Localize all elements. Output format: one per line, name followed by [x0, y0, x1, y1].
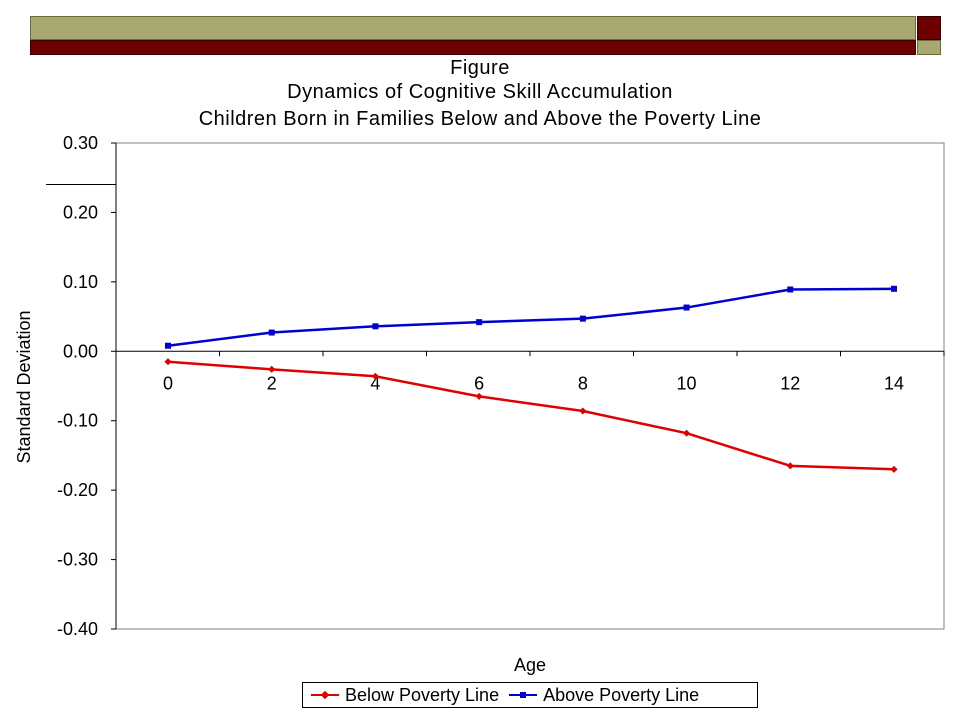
data-point — [164, 358, 172, 366]
y-tick-label: 0.10 — [63, 272, 98, 292]
x-tick-label: 2 — [267, 373, 277, 393]
accent-line — [46, 184, 116, 185]
data-point — [371, 372, 379, 380]
data-point — [891, 285, 897, 292]
legend-item-below: Below Poverty Line — [311, 685, 499, 706]
x-tick-label: 12 — [780, 373, 800, 393]
y-tick-label: 0.00 — [63, 341, 98, 361]
x-tick-label: 8 — [578, 373, 588, 393]
data-point — [475, 392, 483, 400]
legend-swatch-below — [311, 688, 339, 702]
y-tick-label: -0.40 — [57, 619, 98, 639]
legend-label-below: Below Poverty Line — [345, 684, 500, 705]
data-point — [683, 429, 691, 437]
legend-swatch-above — [509, 688, 538, 702]
x-tick-label: 6 — [474, 373, 484, 393]
data-point — [787, 286, 794, 293]
corner-square-maroon — [917, 16, 941, 40]
chart-title-line-2: Dynamics of Cognitive Skill Accumulation — [287, 81, 673, 103]
y-axis-title: Standard Deviation — [14, 310, 34, 463]
chart-title-line-1: Figure — [450, 57, 510, 79]
data-point — [579, 407, 587, 415]
header-bar-maroon — [30, 40, 916, 55]
y-tick-label: 0.20 — [63, 202, 98, 222]
axes: 0.30 0.20 0.10 0.00 -0.10 -0.20 -0.30 -0.40 0 2 4 6… — [57, 133, 945, 639]
x-tick-label: 4 — [370, 373, 380, 393]
legend: Below Poverty Line Above Poverty Line — [302, 682, 758, 708]
x-tick-label: 10 — [677, 373, 697, 393]
y-tick-label: -0.30 — [57, 550, 98, 570]
corner-square-olive — [917, 40, 941, 55]
data-point — [268, 365, 276, 373]
data-point — [372, 323, 379, 330]
x-axis-title: Age — [514, 655, 546, 675]
data-point — [890, 465, 898, 473]
series-line-above — [167, 287, 895, 347]
y-tick-label: -0.20 — [57, 480, 98, 500]
data-point — [786, 462, 794, 470]
x-tick-label: 0 — [163, 373, 173, 393]
series-layer — [164, 285, 898, 473]
y-tick-label: 0.30 — [63, 133, 98, 153]
plot-area — [115, 142, 945, 630]
data-point — [165, 342, 171, 349]
y-tick-label: -0.10 — [57, 411, 98, 431]
data-point — [579, 315, 586, 322]
legend-label-above: Above Poverty Line — [543, 684, 700, 705]
legend-item-above: Above Poverty Line — [509, 685, 699, 706]
data-point — [476, 319, 483, 326]
x-tick-label: 14 — [884, 373, 904, 393]
data-point — [268, 329, 275, 336]
data-point — [683, 304, 690, 311]
chart-title-line-3: Children Born in Families Below and Abov… — [198, 108, 762, 130]
header-bar-olive — [30, 16, 916, 40]
series-line-below — [167, 360, 895, 471]
